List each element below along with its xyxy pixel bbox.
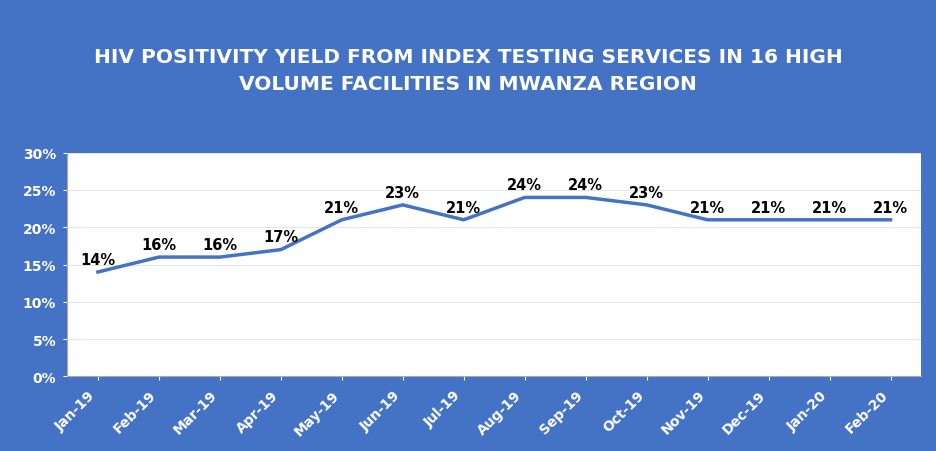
- Text: 21%: 21%: [812, 200, 847, 215]
- Text: 21%: 21%: [873, 200, 908, 215]
- Text: HIV POSITIVITY YIELD FROM INDEX TESTING SERVICES IN 16 HIGH
VOLUME FACILITIES IN: HIV POSITIVITY YIELD FROM INDEX TESTING …: [94, 48, 842, 94]
- Text: 21%: 21%: [751, 200, 786, 215]
- Text: 14%: 14%: [80, 252, 115, 267]
- Text: 21%: 21%: [690, 200, 725, 215]
- Text: 23%: 23%: [629, 185, 665, 200]
- Text: 17%: 17%: [263, 230, 299, 245]
- Text: 16%: 16%: [141, 237, 176, 252]
- Text: 23%: 23%: [386, 185, 420, 200]
- Text: 21%: 21%: [324, 200, 359, 215]
- Text: 16%: 16%: [202, 237, 238, 252]
- Text: 24%: 24%: [507, 178, 542, 193]
- Text: 21%: 21%: [446, 200, 481, 215]
- Text: 24%: 24%: [568, 178, 603, 193]
